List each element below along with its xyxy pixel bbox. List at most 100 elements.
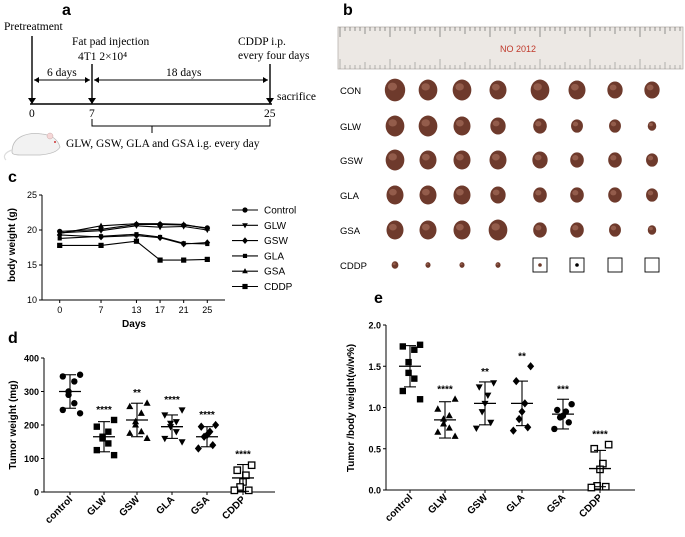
cddp-label: CDDP i.p.: [238, 36, 286, 48]
chart-e-point-gla: [509, 426, 517, 435]
c-ytick-label: 25: [27, 190, 37, 200]
legend-label-gla: GLA: [264, 251, 284, 262]
legend-marker: [242, 223, 248, 229]
panel-c: c body weight (g) Days 10 15 20 25 0 7 13 17 21 2…: [7, 169, 296, 330]
chart-e-point-control: [416, 341, 424, 348]
chart-d-point-glw: [93, 423, 100, 430]
row-label-gla: GLA: [340, 191, 360, 202]
chart-d-point-gsw: [137, 409, 145, 416]
chart-d-point-gsw: [126, 402, 134, 410]
tumor-specimen: [385, 149, 405, 171]
sacrifice-label: sacrifice: [277, 91, 316, 103]
tumor-highlight: [456, 119, 464, 127]
tumor-highlight: [609, 84, 617, 91]
c-ylabel: body weight (g): [7, 208, 18, 282]
tumor-specimen: [533, 187, 547, 203]
c-point-gla: [134, 232, 139, 237]
chart-e-point-gla: [527, 362, 535, 371]
chart-d-point-cddp: [247, 461, 256, 470]
c-xtick-label: 21: [179, 305, 189, 315]
row-label-gsa: GSA: [340, 226, 361, 237]
chart-d-ytick-label: 400: [24, 354, 39, 364]
c-point-glw: [157, 225, 163, 231]
chart-e-category-label-gsa: GSA: [545, 492, 568, 515]
chart-d-significance-cddp: ****: [235, 450, 251, 461]
legend-label-control: Control: [264, 206, 296, 217]
chart-d-point-cddp: [230, 486, 239, 495]
chart-e-point-gsw: [472, 425, 480, 432]
chart-e-point-gsa: [556, 414, 564, 421]
tumor-specimen: [419, 150, 437, 170]
c-point-cddp: [204, 256, 210, 262]
legend-marker: [242, 207, 248, 213]
tumor-specimen: [533, 118, 547, 134]
e-ylabel: Tumor /body weight(w/w%): [346, 344, 357, 472]
legend-label-gsa: GSA: [264, 267, 285, 278]
tumor-highlight: [491, 223, 500, 231]
chart-e-point-glw: [451, 395, 459, 402]
chart-e-point-control: [411, 375, 418, 382]
chart-d-point-glw: [110, 416, 118, 424]
chart-e-point-gsa: [551, 425, 558, 433]
tumor-specimen: [386, 185, 404, 205]
tumor-specimen: [489, 150, 507, 170]
tumor-highlight: [535, 190, 542, 196]
tumor-highlight: [649, 226, 653, 231]
chart-e-ytick-label: 0.5: [368, 444, 381, 454]
chart-d-ytick-label: 0: [34, 488, 39, 498]
chart-d-point-gsw: [143, 434, 151, 441]
chart-d-point-gla: [178, 407, 186, 414]
chart-d-point-glw: [105, 440, 112, 447]
c-point-gsa: [56, 230, 63, 236]
tumor-highlight: [389, 223, 397, 231]
tumor-specimen: [386, 220, 404, 240]
tumor-highlight: [456, 223, 464, 231]
tumor-highlight: [460, 263, 463, 266]
tumor-specimen: [570, 152, 584, 168]
chart-e-significance-glw: ****: [437, 384, 453, 395]
tumor-highlight: [649, 122, 653, 127]
chart-e-point-control: [405, 369, 412, 377]
tumor-highlight: [610, 155, 617, 161]
ruler: [337, 26, 684, 70]
tumor-highlight: [421, 83, 430, 91]
day0-label: 0: [29, 108, 35, 120]
legend-label-gsw: GSW: [264, 236, 288, 247]
tumor-specimen: [647, 225, 657, 235]
tumor-specimen: [575, 263, 579, 267]
arrow-head-icon: [88, 98, 96, 104]
arrow-head-icon: [263, 77, 268, 83]
chart-e-point-gsw: [487, 419, 495, 427]
tumor-highlight: [572, 190, 579, 196]
panel-label-e: e: [374, 290, 383, 307]
row-label-glw: GLW: [340, 122, 361, 133]
c-point-gsa: [157, 220, 163, 226]
chart-e-point-glw: [434, 428, 442, 435]
chart-e-ytick-label: 1.0: [368, 403, 381, 413]
tumor-specimen: [570, 222, 584, 238]
tumor-specimen: [418, 115, 438, 137]
empty-tumor-box: [532, 257, 548, 273]
tumor-highlight: [456, 188, 464, 196]
tumor-highlight: [610, 190, 617, 196]
tumor-highlight: [572, 225, 579, 231]
chart-d-point-glw: [105, 428, 112, 435]
tumor-highlight: [535, 225, 542, 231]
chart-d-point-control: [71, 378, 78, 385]
tumor-specimen: [419, 220, 437, 240]
chart-d-point-gsw: [143, 399, 151, 406]
c-point-gsa: [180, 221, 187, 227]
chart-e-point-glw: [451, 432, 459, 439]
tumor-highlight: [387, 82, 398, 91]
tumor-highlight: [572, 121, 579, 127]
injection-label: Fat pad injection: [72, 36, 150, 48]
chart-d-point-gsa: [209, 440, 217, 450]
tumor-highlight: [455, 83, 464, 91]
tumor-specimen: [571, 119, 583, 133]
legend-marker: [242, 268, 248, 274]
injection-dose-label: 4T1 2×10⁴: [78, 51, 127, 63]
chart-e-point-control: [405, 358, 412, 366]
tumor-highlight: [392, 262, 396, 266]
chart-d-significance-gsw: **: [133, 388, 141, 399]
